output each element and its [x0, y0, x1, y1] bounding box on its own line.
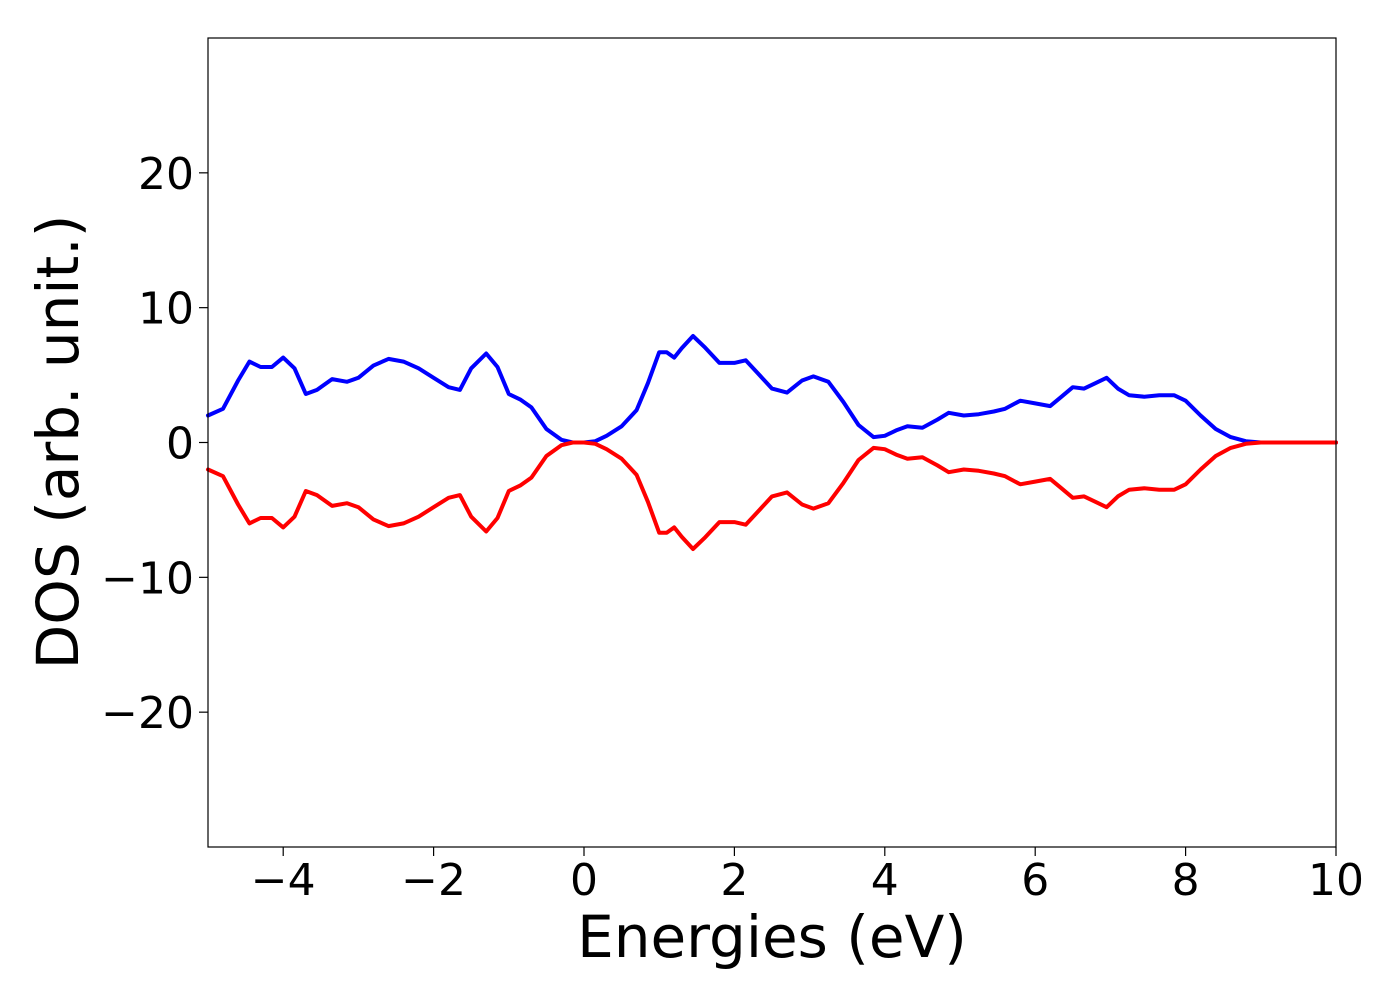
x-axis-ticks: −4 −2 0 2 4 6 8 10 — [251, 847, 1364, 906]
y-tick-label: 0 — [166, 419, 194, 470]
x-axis-label: Energies (eV) — [577, 903, 967, 971]
x-tick-label: 8 — [1172, 855, 1200, 906]
x-tick-label: −4 — [251, 855, 316, 906]
x-tick-label: 4 — [871, 855, 899, 906]
x-tick-label: 0 — [570, 855, 598, 906]
y-axis-ticks: −20 −10 0 10 20 — [101, 149, 208, 739]
x-tick-label: 2 — [720, 855, 748, 906]
x-tick-label: 6 — [1021, 855, 1049, 906]
series-line-2 — [206, 440, 1338, 551]
y-tick-label: −20 — [101, 688, 194, 739]
plot-frame — [207, 37, 1337, 848]
y-tick-label: 10 — [138, 284, 194, 335]
y-tick-label: −10 — [101, 553, 194, 604]
x-tick-label: −2 — [401, 855, 466, 906]
series-layer — [206, 334, 1338, 551]
series-line-1 — [206, 334, 1338, 445]
y-axis-label: DOS (arb. unit.) — [24, 215, 92, 670]
x-tick-label: 10 — [1308, 855, 1364, 906]
y-tick-label: 20 — [138, 149, 194, 200]
